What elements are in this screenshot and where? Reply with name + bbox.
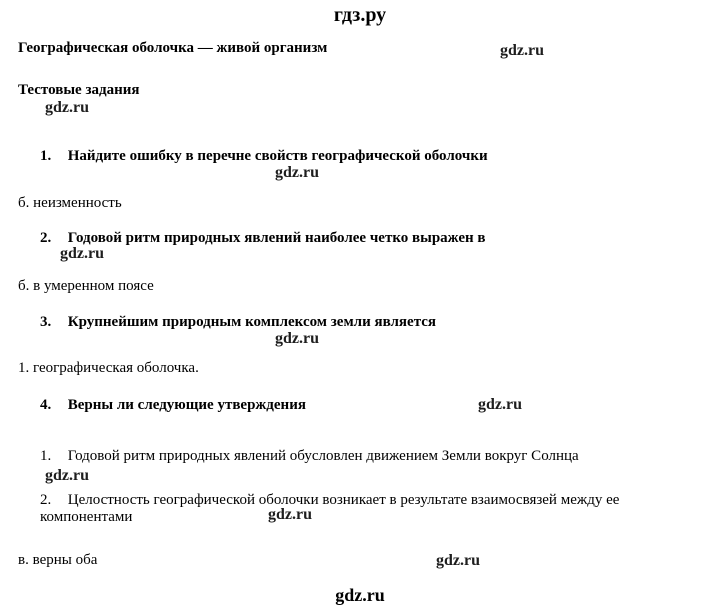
question-2-text: Годовой ритм природных явлений наиболее … (68, 230, 486, 246)
tests-subheading: Тестовые задания (18, 82, 139, 99)
question-4: 4. Верны ли следующие утверждения (40, 397, 690, 414)
watermark-gdz: gdz.ru (275, 164, 319, 182)
question-1-number: 1. (40, 148, 64, 165)
document-page: гдз.ру Географическая оболочка — живой о… (0, 0, 720, 611)
question-1: 1. Найдите ошибку в перечне свойств геог… (40, 148, 690, 165)
answer-1: б. неизменность (18, 195, 122, 212)
question-3: 3. Крупнейшим природным комплексом земли… (40, 314, 690, 331)
question-4-text: Верны ли следующие утверждения (68, 397, 306, 413)
question-4-number: 4. (40, 397, 64, 414)
watermark-gdz: gdz.ru (436, 552, 480, 570)
watermark-gdz: gdz.ru (275, 330, 319, 348)
question-3-text: Крупнейшим природным комплексом земли яв… (68, 314, 436, 330)
watermark-gdz: gdz.ru (45, 99, 89, 117)
watermark-gdz-bottom: gdz.ru (0, 585, 720, 606)
answer-3: 1. географическая оболочка. (18, 360, 199, 377)
section-title: Географическая оболочка — живой организм (18, 40, 327, 57)
answer-2: б. в умеренном поясе (18, 278, 154, 295)
answer-4: в. верны оба (18, 552, 97, 569)
question-3-number: 3. (40, 314, 64, 331)
watermark-gdz: gdz.ru (45, 467, 89, 485)
question-4-sub-1: 1. Годовой ритм природных явлений обусло… (40, 448, 702, 465)
question-4-sub-1-number: 1. (40, 448, 64, 465)
question-2-number: 2. (40, 230, 64, 247)
watermark-gdz: gdz.ru (500, 42, 544, 60)
question-4-sub-2-text: Целостность географической оболочки возн… (40, 492, 619, 525)
question-4-sub-2-number: 2. (40, 492, 64, 509)
site-title: гдз.ру (0, 4, 720, 27)
question-2: 2. Годовой ритм природных явлений наибол… (40, 230, 690, 247)
question-4-sub-1-text: Годовой ритм природных явлений обусловле… (68, 448, 579, 464)
question-1-text: Найдите ошибку в перечне свойств географ… (68, 148, 488, 164)
question-4-sub-2: 2. Целостность географической оболочки в… (40, 492, 702, 526)
watermark-gdz: gdz.ru (60, 245, 104, 263)
